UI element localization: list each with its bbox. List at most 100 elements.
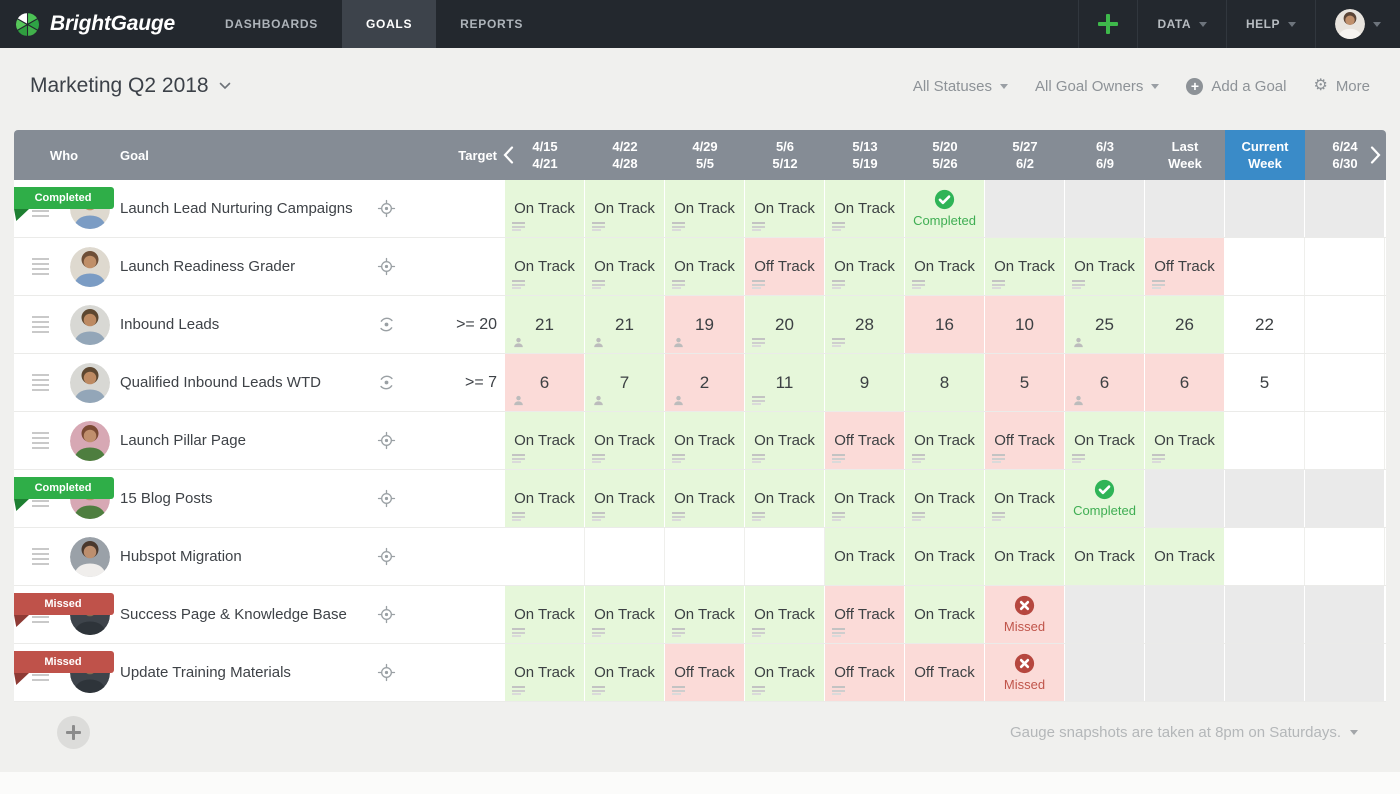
status-cell[interactable]: On Track (505, 238, 585, 295)
value-cell[interactable]: 5 (985, 354, 1065, 411)
value-cell[interactable]: 26 (1145, 296, 1225, 353)
goal-target-icon[interactable] (364, 296, 409, 353)
empty-cell[interactable] (585, 528, 665, 585)
status-cell[interactable]: On Track (505, 644, 585, 701)
goal-target-icon[interactable] (364, 412, 409, 469)
status-cell[interactable]: On Track (825, 238, 905, 295)
status-cell[interactable]: On Track (745, 180, 825, 237)
goal-name[interactable]: Success Page & Knowledge Base (120, 606, 347, 623)
status-cell[interactable]: On Track (665, 238, 745, 295)
prev-weeks-chevron[interactable] (503, 130, 514, 180)
status-cell[interactable]: On Track (585, 238, 665, 295)
value-cell[interactable]: 22 (1225, 296, 1305, 353)
value-cell[interactable]: 9 (825, 354, 905, 411)
status-cell[interactable]: On Track (585, 180, 665, 237)
status-cell[interactable]: On Track (665, 586, 745, 643)
nav-add-button[interactable] (1078, 0, 1137, 48)
more-button[interactable]: ⚙ More (1313, 78, 1370, 95)
column-header-week[interactable]: 5/6 5/12 (772, 139, 798, 171)
empty-cell[interactable] (1225, 528, 1305, 585)
status-cell[interactable]: On Track (825, 470, 905, 527)
status-cell[interactable]: On Track (585, 470, 665, 527)
goal-target-icon[interactable] (364, 528, 409, 585)
avatar[interactable] (70, 420, 110, 461)
empty-cell[interactable] (1305, 354, 1385, 411)
status-cell[interactable]: On Track (745, 644, 825, 701)
avatar[interactable] (70, 246, 110, 287)
add-goal-button[interactable]: + Add a Goal (1186, 77, 1286, 95)
status-cell[interactable]: On Track (1065, 528, 1145, 585)
nav-tab-dashboards[interactable]: DASHBOARDS (224, 17, 318, 31)
avatar[interactable] (70, 536, 110, 577)
goal-name[interactable]: Launch Readiness Grader (120, 258, 296, 275)
value-cell[interactable]: 6 (1065, 354, 1145, 411)
status-cell[interactable]: On Track (905, 238, 985, 295)
avatar[interactable] (70, 362, 110, 403)
status-cell[interactable]: Off Track (825, 586, 905, 643)
nav-user-menu[interactable] (1315, 0, 1400, 48)
status-cell[interactable]: Off Track (1145, 238, 1225, 295)
avatar[interactable] (1335, 9, 1365, 39)
status-cell[interactable]: On Track (505, 180, 585, 237)
value-cell[interactable]: 16 (905, 296, 985, 353)
status-cell[interactable]: On Track (985, 238, 1065, 295)
drag-handle[interactable] (14, 238, 66, 295)
empty-cell[interactable] (1305, 296, 1385, 353)
goal-name[interactable]: Launch Lead Nurturing Campaigns (120, 200, 353, 217)
status-cell[interactable]: Off Track (985, 412, 1065, 469)
empty-cell[interactable] (1225, 238, 1305, 295)
status-cell[interactable]: On Track (905, 470, 985, 527)
status-cell[interactable]: On Track (1145, 528, 1225, 585)
status-cell[interactable]: On Track (585, 644, 665, 701)
value-cell[interactable]: 20 (745, 296, 825, 353)
column-header-week[interactable]: 4/29 5/5 (692, 139, 718, 171)
value-cell[interactable]: 6 (1145, 354, 1225, 411)
status-cell[interactable]: Off Track (905, 644, 985, 701)
goal-name[interactable]: 15 Blog Posts (120, 490, 213, 507)
status-cell[interactable]: On Track (985, 528, 1065, 585)
value-cell[interactable]: 25 (1065, 296, 1145, 353)
status-cell[interactable]: On Track (905, 528, 985, 585)
status-cell[interactable]: On Track (585, 586, 665, 643)
status-cell[interactable]: Off Track (745, 238, 825, 295)
value-cell[interactable]: 5 (1225, 354, 1305, 411)
avatar[interactable] (70, 304, 110, 345)
value-cell[interactable]: 2 (665, 354, 745, 411)
goal-target-icon[interactable] (364, 586, 409, 643)
owner-filter[interactable]: All Goal Owners (1035, 78, 1160, 95)
goal-target-icon[interactable] (364, 180, 409, 237)
missed-cell[interactable]: Missed (985, 644, 1065, 701)
status-cell[interactable]: On Track (905, 412, 985, 469)
status-cell[interactable]: On Track (745, 586, 825, 643)
value-cell[interactable]: 21 (585, 296, 665, 353)
goal-target-icon[interactable] (364, 354, 409, 411)
column-header-week[interactable]: 6/24 6/30 (1332, 139, 1358, 171)
empty-cell[interactable] (745, 528, 825, 585)
empty-cell[interactable] (665, 528, 745, 585)
status-cell[interactable]: On Track (665, 412, 745, 469)
column-header-week[interactable]: 4/15 4/21 (532, 139, 558, 171)
value-cell[interactable]: 28 (825, 296, 905, 353)
status-cell[interactable]: Off Track (825, 412, 905, 469)
status-cell[interactable]: Off Track (825, 644, 905, 701)
goal-name[interactable]: Hubspot Migration (120, 548, 242, 565)
column-header-current-week[interactable]: Current Week (1225, 130, 1305, 180)
status-cell[interactable]: On Track (825, 528, 905, 585)
drag-handle[interactable] (14, 354, 66, 411)
status-filter[interactable]: All Statuses (913, 78, 1009, 95)
goal-name[interactable]: Update Training Materials (120, 664, 291, 681)
column-header-week[interactable]: 5/13 5/19 (852, 139, 878, 171)
page-title[interactable]: Marketing Q2 2018 (30, 74, 231, 98)
next-weeks-chevron[interactable] (1370, 130, 1381, 180)
status-cell[interactable]: On Track (665, 470, 745, 527)
nav-help-menu[interactable]: HELP (1225, 0, 1315, 48)
value-cell[interactable]: 19 (665, 296, 745, 353)
value-cell[interactable]: 21 (505, 296, 585, 353)
goal-target-icon[interactable] (364, 644, 409, 701)
drag-handle[interactable] (14, 296, 66, 353)
add-goal-row-button[interactable] (57, 716, 90, 749)
status-cell[interactable]: On Track (1065, 412, 1145, 469)
status-cell[interactable]: On Track (505, 412, 585, 469)
status-cell[interactable]: On Track (585, 412, 665, 469)
status-cell[interactable]: On Track (1145, 412, 1225, 469)
